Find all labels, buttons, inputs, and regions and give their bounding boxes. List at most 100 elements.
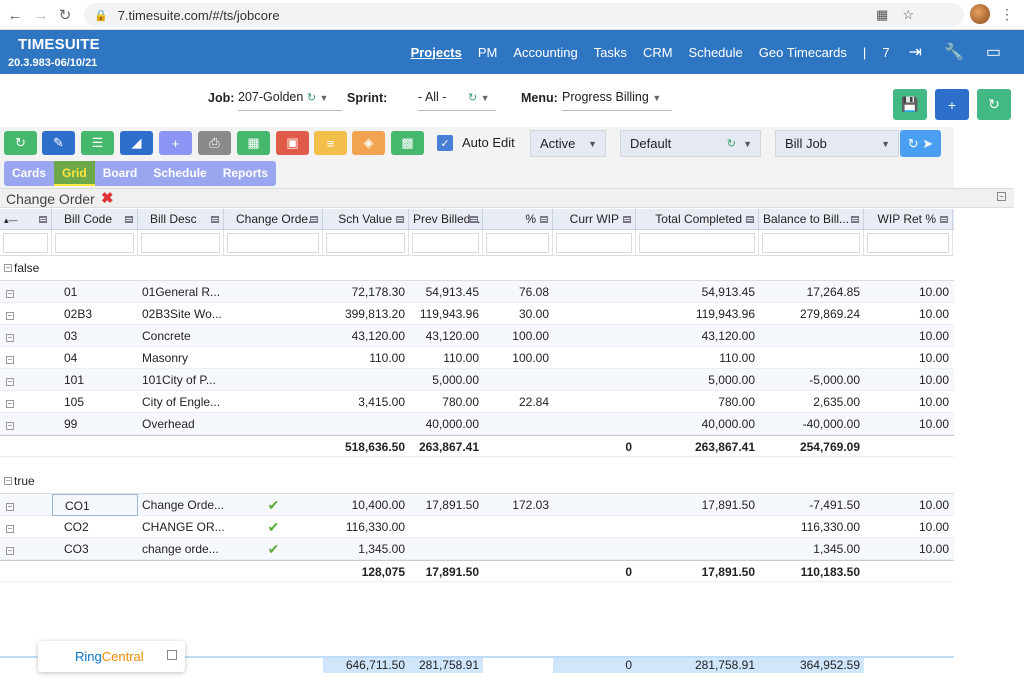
column-menu-icon[interactable] — [540, 216, 548, 223]
column-menu-icon[interactable] — [746, 216, 754, 223]
tab-grid[interactable]: Grid — [54, 161, 95, 186]
table-cell[interactable]: 172.03 — [512, 498, 549, 512]
logout-icon[interactable]: ⇥ — [908, 44, 922, 61]
filter-input[interactable] — [867, 233, 949, 253]
column-header[interactable]: Bill Code — [52, 209, 138, 230]
table-cell[interactable] — [553, 347, 636, 369]
table-cell[interactable] — [759, 325, 864, 347]
table-row[interactable]: − 01 01General R... 72,178.30 54,913.45 76.08… — [0, 281, 954, 303]
table-cell[interactable]: 100.00 — [512, 351, 549, 365]
table-cell[interactable] — [553, 303, 636, 325]
table-cell[interactable]: 5,000.00 — [432, 373, 479, 387]
table-cell[interactable]: 399,813.20 — [344, 307, 405, 321]
table-cell[interactable]: CO1 — [52, 494, 138, 516]
edit-button[interactable]: ✎ — [42, 131, 75, 155]
table-cell[interactable] — [224, 369, 323, 391]
cast-icon[interactable]: ▭ — [985, 44, 1001, 61]
column-menu-icon[interactable] — [940, 216, 948, 223]
table-cell[interactable]: 2,635.00 — [813, 395, 860, 409]
filter-input[interactable] — [412, 233, 479, 253]
table-cell[interactable] — [553, 516, 636, 538]
table-cell[interactable]: 40,000.00 — [425, 417, 479, 431]
table-cell[interactable]: 780.00 — [718, 395, 755, 409]
layout-dropdown[interactable]: Default ↻ ▼ — [620, 130, 761, 157]
filter-input[interactable] — [486, 233, 549, 253]
nav-accounting[interactable]: Accounting — [513, 44, 578, 60]
tab-cards[interactable]: Cards — [12, 166, 47, 180]
table-cell[interactable]: 1,345.00 — [813, 542, 860, 556]
group-header[interactable]: − true — [0, 469, 954, 494]
collapse-icon[interactable]: − — [997, 192, 1006, 201]
table-cell[interactable] — [636, 516, 759, 538]
table-row[interactable]: − 99 Overhead 40,000.00 40,000.00 -40,000.00 1… — [0, 413, 954, 435]
table-cell[interactable]: 43,120.00 — [425, 329, 479, 343]
collapse-icon[interactable]: − — [4, 476, 12, 485]
ringcentral-widget[interactable]: RingCentral — [38, 641, 185, 672]
nav-count[interactable]: 7 — [882, 44, 890, 60]
add-button[interactable]: + — [935, 89, 969, 120]
table-cell[interactable]: CO2 — [64, 520, 89, 534]
table-cell[interactable]: 10.00 — [918, 285, 949, 299]
table-cell[interactable] — [323, 369, 409, 391]
table-row[interactable]: − CO1 Change Orde... ✔ 10,400.00 17,891.50 172… — [0, 494, 954, 516]
table-cell[interactable]: 01General R... — [142, 285, 221, 299]
filter-input[interactable] — [762, 233, 860, 253]
table-cell[interactable]: 54,913.45 — [701, 285, 755, 299]
nav-crm[interactable]: CRM — [642, 44, 673, 60]
menu-select[interactable]: Progress Billing ▼ — [562, 87, 672, 111]
table-cell[interactable] — [553, 369, 636, 391]
table-cell[interactable]: 116,330.00 — [345, 520, 405, 534]
table-cell[interactable] — [553, 325, 636, 347]
table-cell[interactable]: 10,400.00 — [351, 498, 405, 512]
table-cell[interactable]: 17,891.50 — [425, 498, 479, 512]
table-cell[interactable] — [553, 538, 636, 560]
grid-icon[interactable]: ▦ — [876, 7, 889, 22]
table-cell[interactable]: 10.00 — [918, 329, 949, 343]
table-cell[interactable]: -5,000.00 — [809, 373, 860, 387]
action-dropdown[interactable]: Bill Job ▼ — [775, 130, 899, 157]
table-cell[interactable]: 72,178.30 — [351, 285, 405, 299]
table-row[interactable]: − 105 City of Engle... 3,415.00 780.00 22.84 7… — [0, 391, 954, 413]
column-header[interactable]: Total Completed — [636, 209, 759, 230]
run-action-button[interactable]: ↻ ➤ — [900, 130, 941, 157]
filter-input[interactable] — [556, 233, 632, 253]
table-cell[interactable] — [553, 391, 636, 413]
filter-input[interactable] — [227, 233, 319, 253]
table-cell[interactable]: 101City of P... — [142, 373, 216, 387]
table-cell[interactable]: 22.84 — [518, 395, 549, 409]
table-cell[interactable]: 110.00 — [719, 351, 755, 365]
save-button[interactable]: 💾 — [893, 89, 927, 120]
table-cell[interactable]: 99 — [64, 417, 78, 431]
nav-pm[interactable]: PM — [477, 44, 498, 60]
table-row[interactable]: − CO2 CHANGE OR... ✔ 116,330.00 116,330.00 10.… — [0, 516, 954, 538]
table-cell[interactable]: 110.00 — [443, 351, 479, 365]
table-cell[interactable]: change orde... — [142, 542, 219, 556]
table-cell[interactable] — [483, 413, 553, 435]
filter-input[interactable] — [326, 233, 405, 253]
row-expand-icon[interactable]: − — [6, 502, 14, 511]
table-cell[interactable]: 3,415.00 — [358, 395, 405, 409]
table-cell[interactable]: 40,000.00 — [701, 417, 755, 431]
table-cell[interactable] — [224, 325, 323, 347]
sprint-select[interactable]: - All - ↻ ▼ — [418, 87, 496, 111]
table-cell[interactable]: -7,491.50 — [809, 498, 860, 512]
table-cell[interactable] — [224, 391, 323, 413]
column-header[interactable]: Balance to Bill... — [759, 209, 864, 230]
table-cell[interactable]: 110.00 — [369, 351, 405, 365]
table-row[interactable]: − 02B3 02B3Site Wo... 399,813.20 119,943.96 3… — [0, 303, 954, 325]
layers-button[interactable]: ◈ — [352, 131, 385, 155]
remove-group-icon[interactable]: ✖ — [101, 190, 114, 207]
filter-input[interactable] — [639, 233, 755, 253]
filter-input[interactable] — [55, 233, 134, 253]
add-row-button[interactable]: + — [159, 131, 192, 155]
sort-button[interactable]: ≡ — [314, 131, 347, 155]
column-header[interactable]: Bill Desc — [138, 209, 224, 230]
table-cell[interactable]: Change Orde... — [142, 498, 224, 512]
table-cell[interactable]: CHANGE OR... — [142, 520, 224, 534]
table-cell[interactable]: 30.00 — [518, 307, 549, 321]
table-cell[interactable]: -40,000.00 — [802, 417, 860, 431]
star-icon[interactable]: ☆ — [902, 7, 914, 22]
table-cell[interactable] — [483, 516, 553, 538]
table-cell[interactable]: 101 — [64, 373, 85, 387]
table-cell[interactable]: 76.08 — [518, 285, 549, 299]
